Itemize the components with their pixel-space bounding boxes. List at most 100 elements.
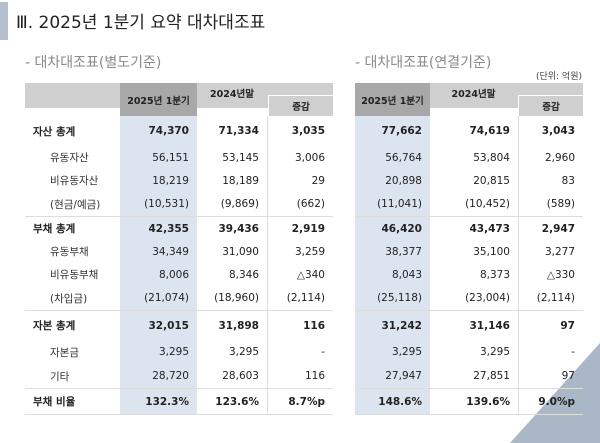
change-value: 2,919 bbox=[267, 217, 333, 240]
row-label: 부채 비율 bbox=[33, 396, 76, 408]
prior-value: 18,189 bbox=[222, 174, 259, 187]
row-label: 비유동부채 bbox=[50, 269, 99, 281]
current-value: 148.6% bbox=[355, 389, 430, 414]
table-row: (11,041) (10,452) (589) bbox=[355, 192, 583, 216]
current-value: 132.3% bbox=[120, 389, 197, 414]
change-value: (2,114) bbox=[267, 286, 333, 310]
change-value: 3,006 bbox=[267, 146, 333, 169]
table-row: 31,242 31,146 97 bbox=[355, 310, 583, 340]
prior-value: 31,898 bbox=[218, 319, 259, 332]
current-value: 27,947 bbox=[355, 364, 430, 388]
prior-value: 8,373 bbox=[479, 268, 510, 281]
change-value: 29 bbox=[267, 169, 333, 192]
header-prior: 2024년말 bbox=[451, 89, 496, 100]
change-value: 9.0%p bbox=[518, 389, 583, 414]
header-prior: 2024년말 bbox=[210, 89, 254, 100]
current-value: 18,219 bbox=[120, 169, 197, 192]
change-value: 116 bbox=[267, 364, 333, 388]
current-value: 28,720 bbox=[120, 364, 197, 388]
table-row: 20,898 20,815 83 bbox=[355, 169, 583, 192]
change-value: △340 bbox=[267, 263, 333, 286]
current-value: 56,764 bbox=[355, 146, 430, 169]
prior-value: 74,619 bbox=[469, 125, 510, 137]
current-value: (21,074) bbox=[120, 286, 197, 310]
separate-balance-table: 2025년 1분기 2024년말 증감 자산 총계 74,370 71,334 3,0… bbox=[25, 83, 333, 415]
current-value: 8,006 bbox=[120, 263, 197, 286]
table-row: 자본 총계 32,015 31,898 116 bbox=[25, 310, 333, 340]
title-accent-bar bbox=[0, 2, 8, 40]
change-value: (662) bbox=[267, 192, 333, 216]
row-label: 비유동자산 bbox=[50, 175, 99, 187]
current-value: 3,295 bbox=[355, 340, 430, 364]
change-value: 97 bbox=[518, 364, 583, 388]
current-value: 42,355 bbox=[120, 217, 197, 240]
change-value: 3,277 bbox=[518, 240, 583, 263]
row-label: 자산 총계 bbox=[33, 125, 76, 138]
header-change: 증감 bbox=[268, 95, 333, 116]
prior-value: (18,960) bbox=[214, 292, 259, 304]
header-current: 2025년 1분기 bbox=[355, 83, 430, 116]
table-row: 유동부채 34,349 31,090 3,259 bbox=[25, 240, 333, 263]
prior-value: 27,851 bbox=[473, 370, 510, 382]
prior-value: (23,004) bbox=[465, 292, 510, 304]
current-value: 32,015 bbox=[120, 311, 197, 340]
current-value: 34,349 bbox=[120, 240, 197, 263]
change-value: 8.7%p bbox=[267, 389, 333, 414]
table-row: 부채 비율 132.3% 123.6% 8.7%p bbox=[25, 388, 333, 415]
row-label: (현금/예금) bbox=[50, 198, 101, 211]
consolidated-subtitle: - 대차대조표(연결기준) bbox=[355, 55, 492, 71]
row-label: 자본 총계 bbox=[33, 320, 76, 332]
current-value: 74,370 bbox=[120, 116, 197, 146]
change-value: (589) bbox=[518, 192, 583, 216]
prior-value: 53,145 bbox=[222, 151, 259, 164]
prior-value: 39,436 bbox=[218, 222, 259, 235]
prior-value: 123.6% bbox=[215, 395, 259, 408]
table-row: 3,295 3,295- bbox=[355, 340, 583, 364]
current-value: 56,151 bbox=[120, 146, 197, 169]
prior-value: 28,603 bbox=[222, 370, 259, 382]
row-label: 자본금 bbox=[50, 346, 79, 359]
table-row: 자본금 3,295 3,295- bbox=[25, 340, 333, 364]
current-value: 20,898 bbox=[355, 169, 430, 192]
table-row: 46,420 43,473 2,947 bbox=[355, 216, 583, 240]
table-row: 56,764 53,804 2,960 bbox=[355, 146, 583, 169]
table-row: (25,118) (23,004) (2,114) bbox=[355, 286, 583, 310]
table-row: 비유동자산 18,219 18,189 29 bbox=[25, 169, 333, 192]
current-value: 8,043 bbox=[355, 263, 430, 286]
table-row: 유동자산 56,151 53,145 3,006 bbox=[25, 146, 333, 169]
change-value: 2,947 bbox=[518, 217, 583, 240]
current-value: 38,377 bbox=[355, 240, 430, 263]
current-value: (25,118) bbox=[355, 286, 430, 310]
change-value: 97 bbox=[518, 311, 583, 340]
change-value: (2,114) bbox=[518, 286, 583, 310]
current-value: (10,531) bbox=[120, 192, 197, 216]
prior-value: (9,869) bbox=[220, 198, 259, 210]
current-value: 46,420 bbox=[355, 217, 430, 240]
row-label: (차입금) bbox=[50, 292, 88, 305]
row-label: 기타 bbox=[50, 370, 70, 383]
table-row: (차입금) (21,074) (18,960) (2,114) bbox=[25, 286, 333, 310]
current-value: 3,295 bbox=[120, 340, 197, 364]
change-value: 3,043 bbox=[518, 116, 583, 146]
prior-value: 71,334 bbox=[218, 125, 259, 137]
current-value: 77,662 bbox=[355, 116, 430, 146]
row-label: 부채 총계 bbox=[33, 223, 76, 235]
change-value: 2,960 bbox=[518, 146, 583, 169]
prior-value: 139.6% bbox=[466, 395, 510, 408]
table-row: 비유동부채 8,006 8,346 △340 bbox=[25, 263, 333, 286]
table-header: 2025년 1분기 2024년말 증감 bbox=[355, 83, 583, 116]
separate-subtitle: - 대차대조표(별도기준) bbox=[25, 55, 162, 71]
table-row: 기타 28,720 28,603 116 bbox=[25, 364, 333, 388]
change-value: - bbox=[518, 340, 583, 364]
table-row: (현금/예금) (10,531) (9,869) (662) bbox=[25, 192, 333, 216]
change-value: 3,259 bbox=[267, 240, 333, 263]
table-row: 148.6% 139.6% 9.0%p bbox=[355, 388, 583, 415]
current-value: (11,041) bbox=[355, 192, 430, 216]
table-row: 8,043 8,373 △330 bbox=[355, 263, 583, 286]
prior-value: 3,295 bbox=[228, 346, 259, 358]
row-label: 유동부채 bbox=[50, 246, 89, 258]
page-title: Ⅲ. 2025년 1분기 요약 대차대조표 bbox=[16, 13, 266, 33]
header-current: 2025년 1분기 bbox=[120, 83, 197, 116]
prior-value: 31,146 bbox=[469, 319, 510, 332]
change-value: 83 bbox=[518, 169, 583, 192]
